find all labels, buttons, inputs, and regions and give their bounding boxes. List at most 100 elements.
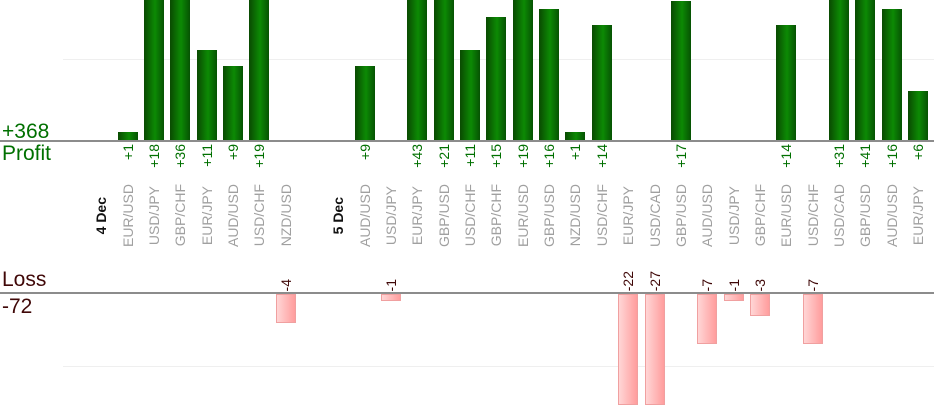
profit-value-label-text: +11 <box>462 144 479 167</box>
pair-label: GBP/USD <box>431 179 457 252</box>
loss-value-label: -1 <box>720 250 746 291</box>
profit-baseline <box>0 140 934 142</box>
pair-label: GBP/USD <box>852 179 878 252</box>
loss-value-label: -1 <box>378 250 404 291</box>
profit-value-label: +41 <box>852 144 878 182</box>
pair-label-text: EUR/JPY <box>198 185 215 246</box>
profit-bar <box>855 0 876 140</box>
profit-value-label-text: +9 <box>356 144 373 160</box>
pair-label-text: GBP/CHF <box>172 184 189 247</box>
pair-label: GBP/CHF <box>483 179 509 252</box>
profit-value-label: +14 <box>773 144 799 182</box>
loss-value-label-text: -27 <box>646 270 663 291</box>
pair-label-text: GBP/USD <box>541 183 558 247</box>
pair-label: AUD/USD <box>352 179 378 252</box>
pair-label-text: GBP/CHF <box>488 184 505 247</box>
profit-value-label-text: +16 <box>541 144 558 168</box>
date-label: 4 Dec <box>88 179 114 252</box>
pair-label: GBP/USD <box>536 179 562 252</box>
profit-value-label-text: +43 <box>409 144 426 168</box>
pair-label-text: GBP/USD <box>672 183 689 247</box>
profit-plot-area <box>0 0 934 140</box>
profit-value-label-text: +11 <box>198 144 215 167</box>
profit-bar <box>512 0 533 140</box>
pair-label-text: NZD/USD <box>567 184 584 247</box>
pair-label-text: GBP/USD <box>857 183 874 247</box>
profit-bar <box>565 131 586 140</box>
loss-value-label: -3 <box>747 250 773 291</box>
loss-bar <box>723 294 744 302</box>
pair-label: NZD/USD <box>272 179 298 252</box>
loss-bar <box>697 294 718 345</box>
pair-label-text: GBP/USD <box>435 183 452 247</box>
pair-label-text: USD/JPY <box>383 185 400 246</box>
profit-value-label-text: +1 <box>119 144 136 160</box>
profit-value-label-text: +15 <box>488 144 505 168</box>
pair-label-text: USD/CHF <box>251 184 268 247</box>
loss-bar <box>381 294 402 302</box>
profit-value-label-text: +17 <box>672 144 689 168</box>
pair-label-text: EUR/JPY <box>910 185 927 246</box>
pair-label-text: EUR/JPY <box>409 185 426 246</box>
pair-label: EUR/USD <box>510 179 536 252</box>
profit-bar <box>776 25 797 140</box>
loss-value-label-text: -22 <box>620 270 637 291</box>
loss-value-label: -27 <box>641 250 667 291</box>
profit-value-label: +15 <box>483 144 509 182</box>
pair-label: USD/CAD <box>641 179 667 252</box>
pair-label: USD/CHF <box>457 179 483 252</box>
profit-bar <box>117 131 138 140</box>
profit-value-label-text: +31 <box>830 144 847 168</box>
profit-bar <box>908 90 929 140</box>
pair-label: USD/JPY <box>378 179 404 252</box>
pair-label-text: AUD/USD <box>699 183 716 247</box>
pair-label-text: AUD/USD <box>356 183 373 247</box>
profit-value-label: +36 <box>167 144 193 182</box>
profit-value-label-text: +41 <box>857 144 874 168</box>
loss-axis-label: Loss <box>2 268 47 291</box>
pair-label: AUD/USD <box>694 179 720 252</box>
pair-label: EUR/JPY <box>905 179 931 252</box>
profit-bar <box>407 0 428 140</box>
pair-label: USD/CHF <box>589 179 615 252</box>
pair-label: USD/JPY <box>141 179 167 252</box>
pair-label: GBP/CHF <box>167 179 193 252</box>
profit-value-label: +21 <box>431 144 457 182</box>
profit-value-label: +9 <box>220 144 246 182</box>
profit-bar <box>433 0 454 140</box>
pair-label: USD/CHF <box>246 179 272 252</box>
loss-total-label: -72 <box>2 295 33 318</box>
loss-bar <box>644 294 665 405</box>
loss-value-label-text: -7 <box>804 278 821 291</box>
profit-value-label-text: +1 <box>567 144 584 160</box>
loss-value-label-text: -3 <box>751 278 768 291</box>
profit-value-label: +11 <box>457 144 483 182</box>
date-label-text: 5 Dec <box>330 196 347 235</box>
profit-value-label: +31 <box>826 144 852 182</box>
profit-value-label: +6 <box>905 144 931 182</box>
pair-label-text: USD/CHF <box>462 184 479 247</box>
profit-value-label-text: +16 <box>883 144 900 168</box>
pair-label-text: EUR/JPY <box>620 185 637 246</box>
loss-value-label-text: -1 <box>383 278 400 291</box>
pair-label: USD/CAD <box>826 179 852 252</box>
profit-bar <box>460 49 481 140</box>
loss-bar <box>802 294 823 345</box>
pair-label: EUR/JPY <box>193 179 219 252</box>
profit-value-label: +19 <box>246 144 272 182</box>
profit-value-label: +17 <box>668 144 694 182</box>
profit-value-label: +16 <box>879 144 905 182</box>
profit-bar <box>222 66 243 140</box>
pair-label: GBP/USD <box>668 179 694 252</box>
profit-value-label-text: +21 <box>435 144 452 168</box>
profit-bar <box>670 0 691 140</box>
loss-baseline <box>0 292 934 294</box>
pair-label-text: USD/CHF <box>593 184 610 247</box>
pair-label: NZD/USD <box>562 179 588 252</box>
profit-value-label: +1 <box>114 144 140 182</box>
loss-value-label: -7 <box>799 250 825 291</box>
pair-label: AUD/USD <box>220 179 246 252</box>
profit-bar <box>196 49 217 140</box>
pair-label-text: AUD/USD <box>224 183 241 247</box>
